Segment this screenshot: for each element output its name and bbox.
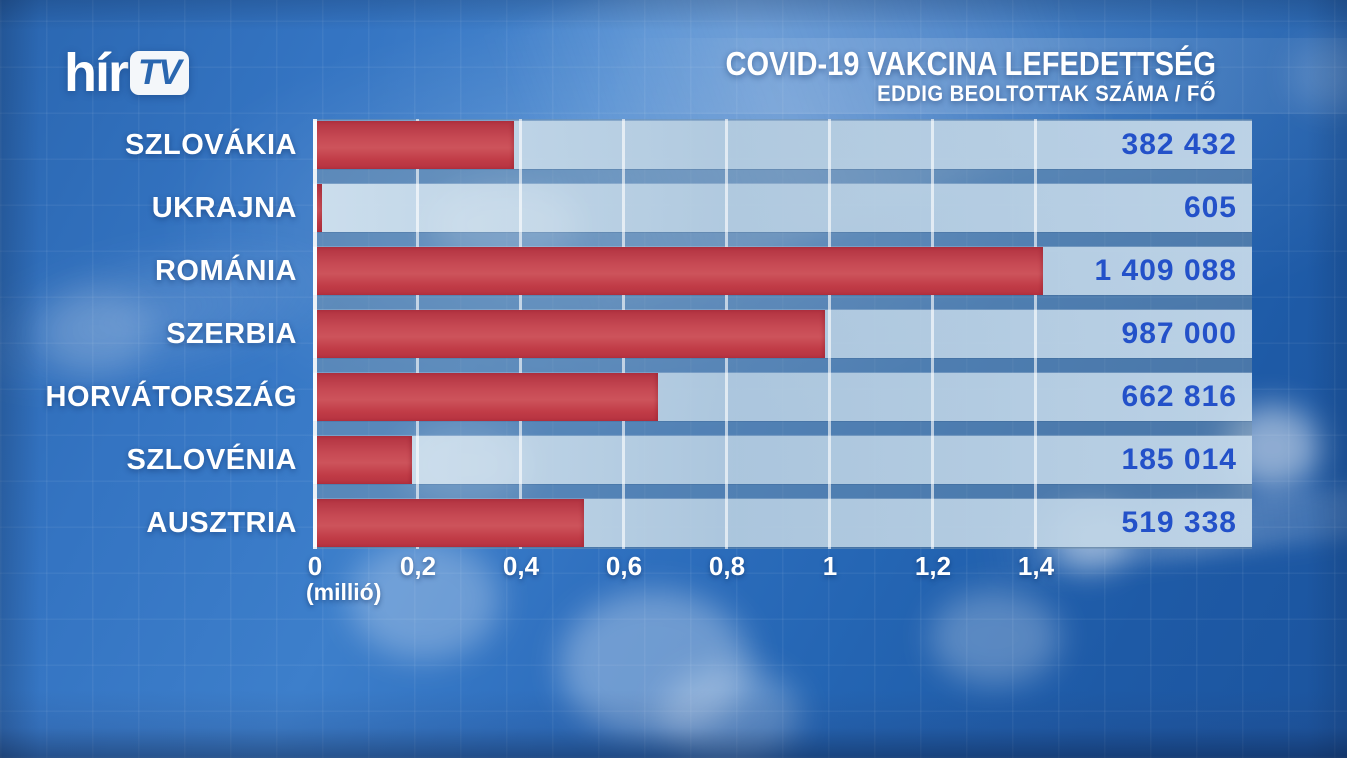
background-bokeh [660,665,800,758]
country-label: AUSZTRIA [146,507,297,539]
chart-row: SZERBIA 987 000 [0,310,1347,358]
x-tick-label: 1,2 [914,551,952,581]
chart-row: UKRAJNA 605 [0,184,1347,232]
background-bokeh [40,290,150,375]
x-tick-label: 1 [822,551,838,581]
bar [317,121,514,169]
bar [317,310,826,358]
x-tick-label: 0,4 [502,551,540,581]
background-bokeh [350,540,500,660]
hirtv-logo: hír TV [64,43,189,103]
y-axis-line [313,119,317,549]
bar-track [313,184,1252,232]
bar [317,247,1043,295]
bar [317,184,322,232]
value-label: 519 338 [1121,506,1237,539]
chart-row: AUSZTRIA 519 338 [0,499,1347,547]
chart-row: SZLOVÉNIA 185 014 [0,436,1347,484]
chart-row: HORVÁTORSZÁG 662 816 [0,373,1347,421]
gridline [828,119,831,549]
value-label: 1 409 088 [1094,254,1237,287]
chart-title: COVID-19 VAKCINA LEFEDETTSÉG [725,45,1216,82]
value-label: 382 432 [1121,128,1237,161]
x-tick-label: 0,6 [605,551,643,581]
country-label: ROMÁNIA [154,255,297,287]
hirtv-logo-text: hír [64,43,129,103]
x-tick-label: 1,4 [1017,551,1055,581]
x-tick-label: 0,8 [708,551,746,581]
value-label: 662 816 [1121,380,1237,413]
background-bokeh [1290,40,1347,110]
hirtv-logo-tv-text: TV [138,53,182,92]
value-label: 987 000 [1121,317,1237,350]
bar [317,373,659,421]
x-axis-unit-label: (millió) [306,579,382,605]
x-tick-label: 0,2 [399,551,437,581]
chart-row: SZLOVÁKIA 382 432 [0,121,1347,169]
x-tick-label: 0 [307,551,323,581]
bar [317,499,585,547]
country-label: SZLOVÁKIA [124,129,297,161]
bar [317,436,413,484]
background-bokeh [560,590,750,740]
background-bokeh [400,420,530,510]
header-band [615,38,1347,114]
value-label: 605 [1183,191,1237,224]
bar-track [313,436,1252,484]
country-label: SZLOVÉNIA [126,444,297,476]
country-label: SZERBIA [166,318,297,350]
gridline [931,119,934,549]
chart-row: ROMÁNIA 1 409 088 [0,247,1347,295]
value-label: 185 014 [1121,443,1237,476]
hirtv-logo-box: TV [130,51,189,95]
chart-subtitle: EDDIG BEOLTOTTAK SZÁMA / FŐ [877,81,1216,106]
background-bokeh [930,590,1060,685]
country-label: HORVÁTORSZÁG [45,381,297,413]
gridline [1034,119,1037,549]
chart-header: COVID-19 VAKCINA LEFEDETTSÉG EDDIG BEOLT… [576,45,1216,106]
country-label: UKRAJNA [151,192,297,224]
